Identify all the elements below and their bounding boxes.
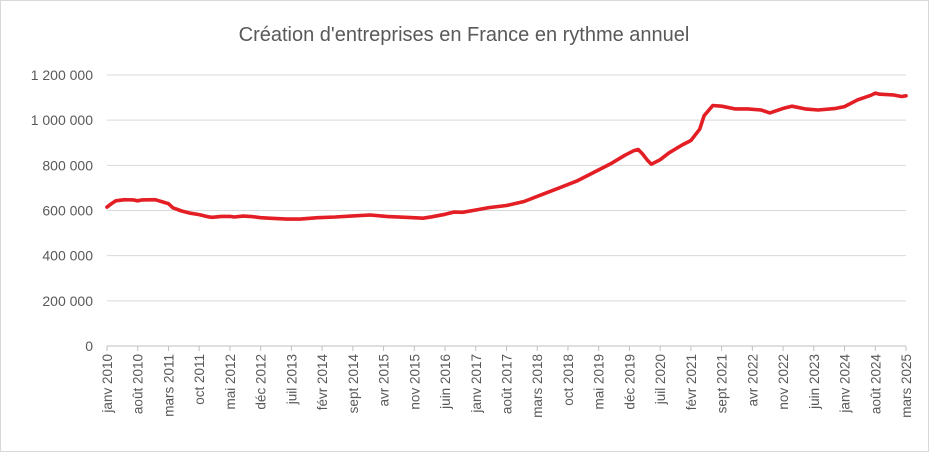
x-tick-label: févr 2021 xyxy=(684,354,699,410)
x-tick-label: sept 2021 xyxy=(715,354,730,413)
chart-title: Création d'entreprises en France en ryth… xyxy=(239,24,690,46)
x-tick-label: mars 2011 xyxy=(161,354,176,417)
x-tick-label: avr 2022 xyxy=(745,354,760,407)
y-tick-label: 1 200 000 xyxy=(31,67,93,83)
x-tick-label: sept 2014 xyxy=(346,354,361,414)
y-tick-label: 1 000 000 xyxy=(31,112,93,128)
x-tick-label: août 2017 xyxy=(500,354,515,414)
x-tick-label: oct 2011 xyxy=(192,354,207,405)
x-tick-label: oct 2018 xyxy=(561,354,576,406)
x-tick-label: juil 2013 xyxy=(284,354,299,405)
x-tick-label: mai 2019 xyxy=(592,354,607,410)
x-tick-label: juil 2020 xyxy=(653,354,668,405)
x-axis-tick-labels: janv 2010 août 2010 mars 2011 oct 2011 mai 2… xyxy=(100,346,914,418)
y-axis-tick-labels: 0 200 000 400 000 600 000 800 000 1 000 000 1 … xyxy=(31,67,94,354)
y-tick-label: 0 xyxy=(85,338,93,354)
x-tick-label: janv 2024 xyxy=(838,354,853,414)
x-tick-label: nov 2022 xyxy=(776,354,791,410)
x-tick-label: juin 2023 xyxy=(807,354,822,410)
y-tick-label: 600 000 xyxy=(42,203,93,219)
x-tick-label: déc 2019 xyxy=(622,354,637,410)
x-tick-label: janv 2017 xyxy=(469,354,484,414)
y-tick-label: 400 000 xyxy=(42,248,93,264)
x-tick-label: août 2024 xyxy=(868,354,883,415)
x-tick-label: déc 2012 xyxy=(254,354,269,410)
x-tick-label: févr 2014 xyxy=(315,354,330,411)
x-tick-label: mars 2025 xyxy=(899,354,914,418)
x-tick-label: avr 2015 xyxy=(377,354,392,407)
x-tick-label: janv 2010 xyxy=(100,354,115,414)
series-line xyxy=(105,91,908,221)
y-tick-label: 800 000 xyxy=(42,157,93,173)
y-tick-label: 200 000 xyxy=(42,293,93,309)
x-tick-label: mai 2012 xyxy=(223,354,238,410)
gridlines xyxy=(107,74,906,302)
x-tick-label: mars 2018 xyxy=(530,354,545,418)
series-layer xyxy=(105,91,908,221)
x-tick-label: août 2010 xyxy=(131,354,146,414)
x-tick-label: nov 2015 xyxy=(407,354,422,410)
x-tick-label: juin 2016 xyxy=(438,354,453,410)
